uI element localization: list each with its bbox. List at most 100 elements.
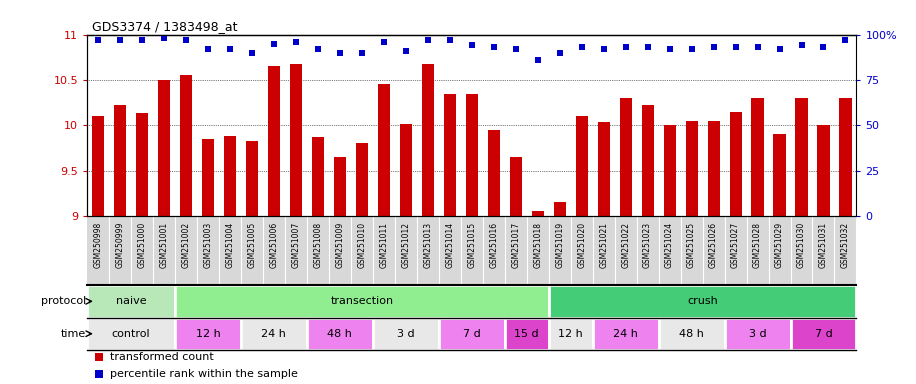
- Bar: [659, 318, 725, 350]
- Bar: [707, 121, 720, 216]
- Point: [570, 307, 584, 313]
- Point: [552, 50, 567, 56]
- Bar: [549, 318, 593, 350]
- Bar: [443, 94, 456, 216]
- Text: 15 d: 15 d: [515, 329, 539, 339]
- Point: [267, 41, 281, 47]
- Point: [420, 37, 435, 43]
- Point: [135, 37, 149, 43]
- Point: [333, 50, 347, 56]
- Text: GSM251027: GSM251027: [731, 222, 740, 268]
- Point: [179, 37, 193, 43]
- Point: [570, 156, 584, 162]
- Bar: [685, 121, 698, 216]
- Text: GSM250999: GSM250999: [115, 222, 125, 268]
- Text: GSM251002: GSM251002: [181, 222, 191, 268]
- Text: 3 d: 3 d: [748, 329, 767, 339]
- Bar: [377, 84, 390, 216]
- Point: [464, 42, 479, 48]
- Point: [706, 44, 721, 50]
- Text: GSM251032: GSM251032: [841, 222, 850, 268]
- Point: [354, 50, 369, 56]
- Bar: [114, 105, 126, 216]
- Point: [289, 39, 303, 45]
- Bar: [575, 116, 588, 216]
- Bar: [241, 318, 307, 350]
- Point: [201, 46, 215, 52]
- Point: [398, 48, 413, 54]
- Bar: [175, 285, 549, 318]
- Point: [508, 46, 523, 52]
- Text: 12 h: 12 h: [195, 329, 221, 339]
- Point: [574, 44, 589, 50]
- Bar: [421, 65, 434, 216]
- Bar: [663, 125, 676, 216]
- Point: [486, 44, 501, 50]
- Text: 24 h: 24 h: [261, 329, 287, 339]
- Point: [728, 44, 743, 50]
- Point: [157, 35, 171, 41]
- Point: [684, 46, 699, 52]
- Point: [596, 46, 611, 52]
- Bar: [136, 113, 148, 216]
- Text: GSM251007: GSM251007: [291, 222, 300, 268]
- Bar: [439, 318, 505, 350]
- Text: GSM251006: GSM251006: [269, 222, 278, 268]
- Text: transection: transection: [331, 296, 393, 306]
- Bar: [399, 124, 412, 216]
- Text: GSM251029: GSM251029: [775, 222, 784, 268]
- Bar: [773, 134, 786, 216]
- Point: [91, 37, 105, 43]
- Text: GSM251024: GSM251024: [665, 222, 674, 268]
- Bar: [311, 137, 324, 216]
- Bar: [509, 157, 522, 216]
- Bar: [597, 122, 610, 216]
- Text: 7 d: 7 d: [463, 329, 481, 339]
- Bar: [839, 98, 852, 216]
- Bar: [373, 318, 439, 350]
- Text: time: time: [60, 329, 86, 339]
- Text: GSM251003: GSM251003: [203, 222, 213, 268]
- Bar: [87, 318, 175, 350]
- Text: naive: naive: [115, 296, 147, 306]
- Point: [772, 46, 787, 52]
- Bar: [224, 136, 236, 216]
- Point: [838, 37, 853, 43]
- Bar: [619, 98, 632, 216]
- Text: GDS3374 / 1383498_at: GDS3374 / 1383498_at: [92, 20, 237, 33]
- Point: [794, 42, 809, 48]
- Bar: [487, 130, 500, 216]
- Text: GSM251017: GSM251017: [511, 222, 520, 268]
- Text: GSM251019: GSM251019: [555, 222, 564, 268]
- Point: [442, 37, 457, 43]
- Bar: [553, 202, 566, 216]
- Bar: [355, 143, 368, 216]
- Text: 48 h: 48 h: [679, 329, 704, 339]
- Text: GSM250998: GSM250998: [93, 222, 103, 268]
- Text: protocol: protocol: [40, 296, 86, 306]
- Bar: [549, 285, 856, 318]
- Point: [245, 50, 259, 56]
- Bar: [725, 318, 791, 350]
- Text: crush: crush: [687, 296, 718, 306]
- Bar: [729, 112, 742, 216]
- Point: [618, 44, 633, 50]
- Point: [530, 57, 545, 63]
- Bar: [465, 94, 478, 216]
- Text: GSM251018: GSM251018: [533, 222, 542, 268]
- Text: GSM251013: GSM251013: [423, 222, 432, 268]
- Point: [311, 46, 325, 52]
- Point: [816, 44, 831, 50]
- Text: GSM251028: GSM251028: [753, 222, 762, 268]
- Bar: [175, 318, 241, 350]
- Bar: [180, 75, 192, 216]
- Text: GSM251004: GSM251004: [225, 222, 234, 268]
- Bar: [817, 125, 830, 216]
- Point: [662, 46, 677, 52]
- Text: GSM251022: GSM251022: [621, 222, 630, 268]
- Text: 3 d: 3 d: [397, 329, 415, 339]
- Text: GSM251000: GSM251000: [137, 222, 147, 268]
- Bar: [593, 318, 659, 350]
- Text: GSM251031: GSM251031: [819, 222, 828, 268]
- Bar: [158, 80, 170, 216]
